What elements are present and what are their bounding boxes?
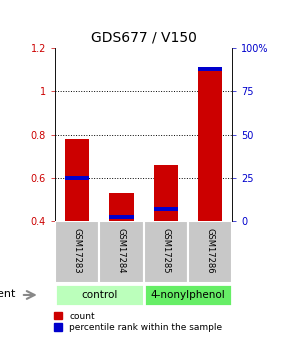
Bar [153, 207, 178, 211]
Bar [109, 215, 134, 219]
Bar [198, 67, 222, 71]
Bar [153, 165, 178, 221]
Bar [99, 221, 144, 283]
Bar [55, 284, 144, 306]
Bar [198, 70, 222, 221]
Bar [65, 176, 89, 180]
Text: agent: agent [0, 289, 15, 299]
Title: GDS677 / V150: GDS677 / V150 [90, 30, 197, 45]
Text: control: control [81, 290, 117, 300]
Bar [55, 221, 99, 283]
Bar [109, 193, 134, 221]
Text: GSM17285: GSM17285 [161, 228, 170, 273]
Bar [188, 221, 232, 283]
Text: GSM17284: GSM17284 [117, 228, 126, 273]
Legend: count, percentile rank within the sample: count, percentile rank within the sample [54, 312, 222, 332]
Bar [144, 284, 232, 306]
Text: 4-nonylphenol: 4-nonylphenol [151, 290, 225, 300]
Bar [144, 221, 188, 283]
Text: GSM17286: GSM17286 [205, 228, 214, 274]
Text: GSM17283: GSM17283 [73, 228, 82, 274]
Bar [65, 139, 89, 221]
